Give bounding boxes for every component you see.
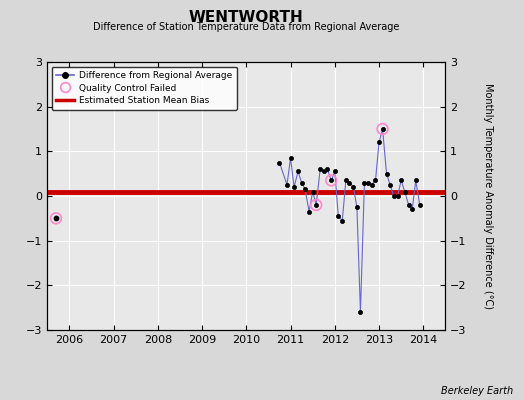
- Point: [327, 177, 335, 184]
- Text: WENTWORTH: WENTWORTH: [189, 10, 303, 25]
- Point: [52, 215, 60, 222]
- Point: [52, 215, 60, 222]
- Text: Difference of Station Temperature Data from Regional Average: Difference of Station Temperature Data f…: [93, 22, 399, 32]
- Point: [312, 202, 320, 208]
- Text: Berkeley Earth: Berkeley Earth: [441, 386, 514, 396]
- Y-axis label: Monthly Temperature Anomaly Difference (°C): Monthly Temperature Anomaly Difference (…: [484, 83, 494, 309]
- Point: [378, 126, 387, 132]
